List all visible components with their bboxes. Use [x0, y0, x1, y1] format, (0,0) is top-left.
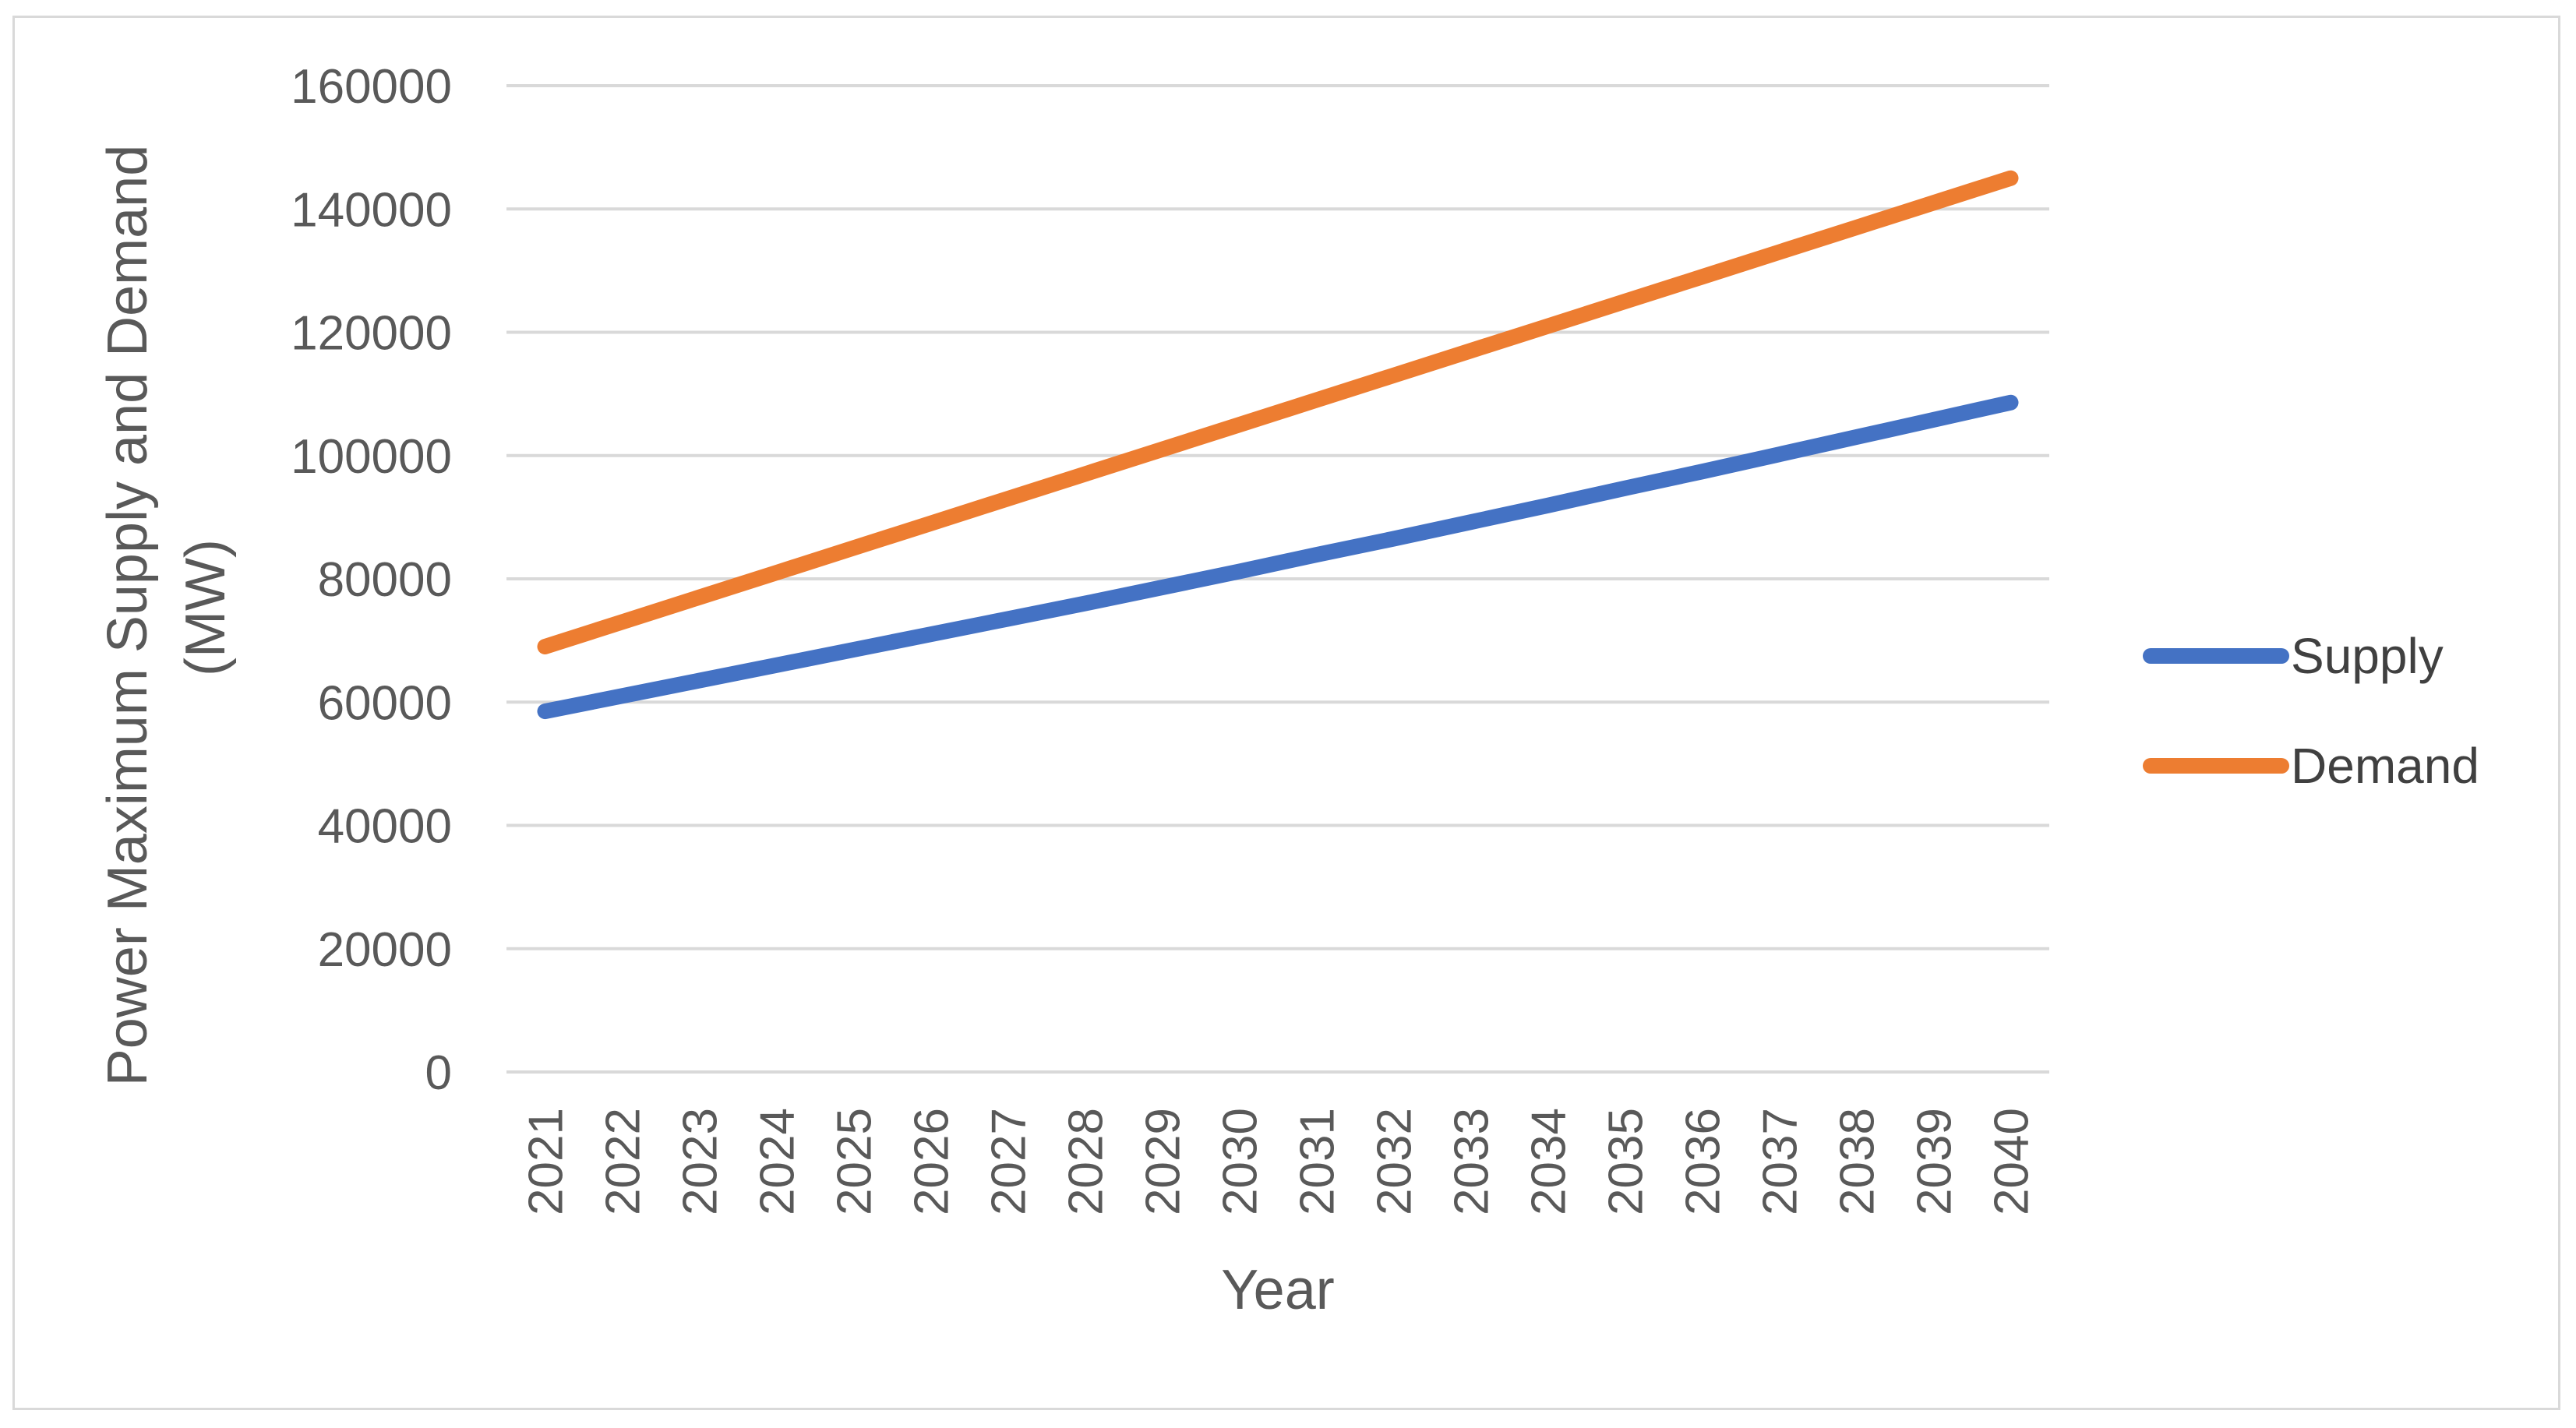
x-tick-label: 2038: [1831, 1108, 1885, 1215]
y-axis-tick-labels: 0 20000 40000 60000 80000 100000 120000 140000 1…: [291, 60, 452, 1100]
y-tick-label: 120000: [291, 307, 452, 361]
y-axis-title-line-1: Power Maximum Supply and Demand: [97, 145, 159, 1087]
x-tick-label: 2034: [1523, 1108, 1576, 1215]
y-tick-label: 0: [425, 1046, 452, 1100]
x-tick-label: 2036: [1677, 1108, 1731, 1215]
x-tick-label: 2037: [1754, 1108, 1808, 1215]
x-tick-label: 2026: [905, 1108, 959, 1215]
x-tick-label: 2029: [1137, 1108, 1191, 1215]
y-tick-label: 40000: [318, 800, 452, 854]
y-tick-label: 20000: [318, 923, 452, 977]
x-tick-label: 2025: [828, 1108, 882, 1215]
series-line-demand: [537, 170, 2019, 654]
legend-label-demand: Demand: [2291, 738, 2479, 794]
y-tick-label: 80000: [318, 553, 452, 607]
y-tick-label: 100000: [291, 430, 452, 484]
series-lines: [537, 170, 2019, 720]
x-axis-tick-labels: 2021 2022 2023 2024 2025 2026 2027 2028 2029 2030…: [520, 1108, 2039, 1215]
chart-frame: [12, 16, 2560, 1410]
y-axis-title-line-2: (MW): [175, 539, 237, 676]
x-tick-label: 2039: [1908, 1108, 1962, 1215]
x-tick-label: 2028: [1060, 1108, 1113, 1215]
series-line-supply: [537, 394, 2019, 720]
x-tick-label: 2023: [674, 1108, 728, 1215]
y-tick-label: 160000: [291, 60, 452, 114]
x-axis-title: Year: [1221, 1259, 1334, 1321]
x-tick-label: 2030: [1214, 1108, 1268, 1215]
x-tick-label: 2033: [1445, 1108, 1499, 1215]
legend: Supply Demand: [2143, 628, 2479, 794]
x-tick-label: 2027: [983, 1108, 1036, 1215]
x-tick-label: 2022: [597, 1108, 651, 1215]
y-tick-label: 60000: [318, 676, 452, 730]
x-tick-label: 2021: [520, 1108, 573, 1215]
x-tick-label: 2035: [1600, 1108, 1653, 1215]
x-tick-label: 2040: [1985, 1108, 2039, 1215]
legend-label-supply: Supply: [2291, 628, 2444, 684]
x-tick-label: 2031: [1291, 1108, 1345, 1215]
x-tick-label: 2024: [751, 1108, 805, 1215]
y-axis-title: Power Maximum Supply and Demand (MW): [97, 129, 237, 1087]
y-tick-label: 140000: [291, 183, 452, 237]
x-tick-label: 2032: [1368, 1108, 1422, 1215]
